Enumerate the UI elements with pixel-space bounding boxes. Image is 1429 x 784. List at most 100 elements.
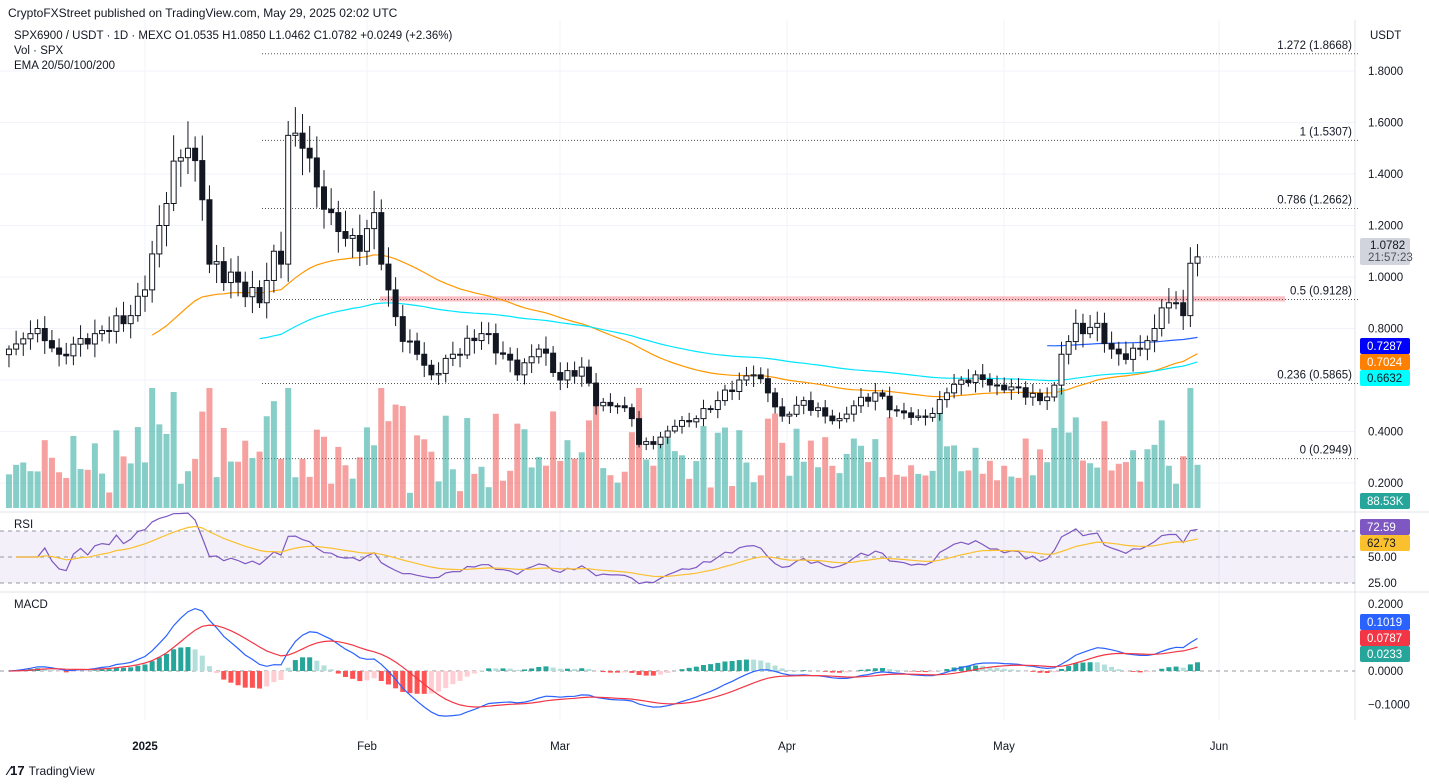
volume-bar xyxy=(163,433,170,508)
volume-bar xyxy=(542,465,549,508)
volume-bar xyxy=(184,471,191,508)
macd-histogram-bar xyxy=(49,670,55,671)
macd-histogram-bar xyxy=(385,671,391,685)
volume-bar xyxy=(886,417,893,508)
volume-bar xyxy=(600,468,607,508)
macd-histogram-bar xyxy=(1137,671,1143,673)
candle-body xyxy=(371,212,378,230)
volume-bar xyxy=(421,439,428,508)
volume-bar xyxy=(213,477,220,508)
candle-body xyxy=(321,186,327,210)
volume-bar xyxy=(571,458,578,508)
candle-body xyxy=(571,370,578,377)
candle-body xyxy=(206,199,213,265)
macd-histogram-bar xyxy=(42,668,48,671)
candle-body xyxy=(628,407,635,420)
time-tick-label: Feb xyxy=(357,741,377,753)
candle-body xyxy=(48,340,55,349)
volume-bar xyxy=(521,429,528,508)
volume-bar xyxy=(378,388,385,508)
macd-histogram-bar xyxy=(128,667,134,671)
candle-body xyxy=(578,366,585,377)
volume-bar xyxy=(965,470,972,508)
tradingview-logo[interactable]: ⁄17 TradingView xyxy=(8,763,95,778)
volume-value-tag: 88.53K xyxy=(1367,496,1404,508)
symbol-legend[interactable]: SPX6900 / USDT · 1D · MEXC O1.0535 H1.08… xyxy=(14,30,453,42)
volume-bar xyxy=(628,432,635,508)
candle-body xyxy=(721,389,728,402)
macd-histogram-bar xyxy=(930,671,936,672)
macd-legend[interactable]: MACD xyxy=(14,599,48,611)
volume-bar xyxy=(643,459,650,508)
candle-body xyxy=(1180,302,1187,317)
volume-legend[interactable]: Vol · SPX xyxy=(14,45,64,57)
rsi-ma-value-tag-bg xyxy=(1360,535,1410,551)
macd-histogram-bar xyxy=(1080,662,1086,671)
volume-bar xyxy=(478,466,485,508)
candle-body xyxy=(13,343,20,350)
candle-body xyxy=(965,379,972,384)
candle-body xyxy=(235,271,242,283)
volume-bar xyxy=(836,473,843,508)
volume-bar xyxy=(729,486,736,508)
macd-histogram-bar xyxy=(822,671,828,672)
candle-body xyxy=(149,253,156,291)
candle-body xyxy=(843,413,850,420)
price-tick-label: 0.2000 xyxy=(1368,478,1403,490)
countdown-label: 21:57:23 xyxy=(1368,252,1413,264)
volume-bar xyxy=(492,413,499,508)
macd-histogram-bar xyxy=(314,660,320,671)
candle-body xyxy=(1022,387,1029,398)
volume-bar xyxy=(1137,481,1144,508)
volume-bar xyxy=(650,465,657,508)
volume-bar xyxy=(636,388,643,508)
time-tick-label: Jun xyxy=(1210,741,1229,753)
macd-histogram-bar xyxy=(278,671,284,680)
candle-body xyxy=(91,333,98,345)
time-tick-label: Mar xyxy=(550,741,570,753)
candle-body xyxy=(929,412,936,418)
ema-legend[interactable]: EMA 20/50/100/200 xyxy=(14,60,116,72)
volume-bar xyxy=(736,430,743,508)
macd-histogram-bar xyxy=(765,662,771,671)
macd-histogram-bar xyxy=(837,671,843,673)
candle-body xyxy=(671,425,678,432)
volume-bar xyxy=(943,446,950,508)
volume-bar xyxy=(242,440,249,508)
candle-body xyxy=(1165,302,1172,309)
candle-body xyxy=(127,315,134,325)
volume-bar xyxy=(1044,462,1051,508)
rsi-ma-line xyxy=(16,525,1198,578)
candle-body xyxy=(972,374,979,384)
volume-bar xyxy=(607,475,614,508)
macd-histogram-bar xyxy=(1066,666,1072,671)
currency-label: USDT xyxy=(1370,30,1402,42)
macd-histogram-bar xyxy=(879,668,885,671)
rsi-legend[interactable]: RSI xyxy=(14,519,34,531)
candle-body xyxy=(485,333,492,336)
rsi-value-tag-bg xyxy=(1360,519,1410,535)
candle-body xyxy=(693,418,700,423)
macd-histogram-bar xyxy=(464,671,470,677)
macd-histogram-bar xyxy=(665,671,671,673)
macd-histogram-bar xyxy=(142,664,148,671)
candle-body xyxy=(1115,348,1122,355)
macd-histogram-bar xyxy=(872,668,878,671)
volume-bar xyxy=(1022,438,1029,508)
candle-body xyxy=(1001,384,1008,391)
volume-bar xyxy=(972,447,979,508)
volume-bar xyxy=(514,423,521,508)
macd-histogram-bar xyxy=(371,671,377,679)
macd-histogram-bar xyxy=(421,671,427,694)
candle-body xyxy=(1044,396,1051,402)
candle-body xyxy=(435,372,442,376)
candle-body xyxy=(893,409,900,412)
candle-body xyxy=(979,374,986,381)
macd-histogram-bar xyxy=(629,671,635,673)
volume-bar xyxy=(700,425,707,508)
candle-body xyxy=(27,333,34,340)
macd-histogram-bar xyxy=(257,671,263,689)
volume-bar xyxy=(1072,417,1079,508)
ema100-value-tag: 0.6632 xyxy=(1367,373,1402,385)
